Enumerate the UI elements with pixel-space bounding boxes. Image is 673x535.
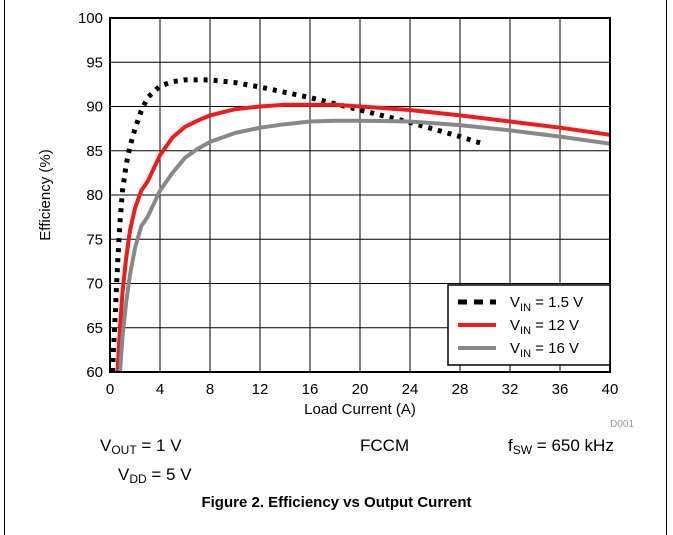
legend-label-0: VIN = 1.5 V: [510, 294, 583, 314]
series-line-1: [115, 102, 611, 373]
y-tick-labels: 60 65 70 75 80 85 90 95 100: [78, 10, 103, 381]
x-tick-label-8: 32: [502, 381, 519, 398]
figure-caption: Figure 2. Efficiency vs Output Current: [201, 494, 472, 511]
y-tick-label-6: 90: [86, 99, 103, 116]
y-tick-label-0: 60: [86, 364, 103, 381]
series-line-2: [118, 118, 611, 373]
y-axis-label: Efficiency (%): [37, 149, 54, 240]
series-line-0: [110, 77, 484, 373]
vout-condition: VOUT = 1 V: [100, 436, 182, 457]
fsw-condition: fSW = 650 kHz: [508, 436, 614, 457]
y-tick-label-8: 100: [78, 10, 103, 27]
x-tick-label-9: 36: [552, 381, 569, 398]
y-tick-label-7: 95: [86, 54, 103, 71]
series-lines: [110, 77, 611, 373]
x-tick-label-2: 8: [206, 381, 214, 398]
mode-condition: FCCM: [360, 436, 410, 455]
x-tick-label-6: 24: [402, 381, 419, 398]
frame-left-border: [4, 0, 5, 535]
x-tick-label-10: 40: [602, 381, 619, 398]
y-tick-label-2: 70: [86, 276, 103, 293]
x-tick-label-5: 20: [352, 381, 369, 398]
efficiency-chart: 0 4 8 12 16 20 24 28 32 36 40 6065707580859095100 …: [37, 10, 634, 430]
x-tick-labels: 0 4 8 12 16 20 24 28 32 36 40: [106, 381, 619, 398]
plot-border: [109, 17, 611, 373]
legend-label-1: VIN = 12 V: [510, 317, 579, 337]
figure-code: D001: [610, 419, 634, 430]
x-tick-label-1: 4: [156, 381, 164, 398]
y-tick-label-5: 85: [86, 143, 103, 160]
x-tick-label-7: 28: [452, 381, 469, 398]
legend-label-2: VIN = 16 V: [510, 340, 579, 360]
legend: VIN = 1.5 V VIN = 12 V VIN = 16 V: [447, 284, 611, 366]
x-tick-label-4: 16: [302, 381, 319, 398]
x-tick-label-3: 12: [252, 381, 269, 398]
frame-right-border: [666, 0, 667, 535]
y-tick-label-3: 75: [86, 231, 103, 248]
y-tick-label-1: 65: [86, 320, 103, 337]
y-tick-label-4: 80: [86, 187, 103, 204]
x-tick-label-0: 0: [106, 381, 114, 398]
x-axis-label: Load Current (A): [304, 401, 416, 418]
vdd-condition: VDD = 5 V: [118, 465, 192, 486]
